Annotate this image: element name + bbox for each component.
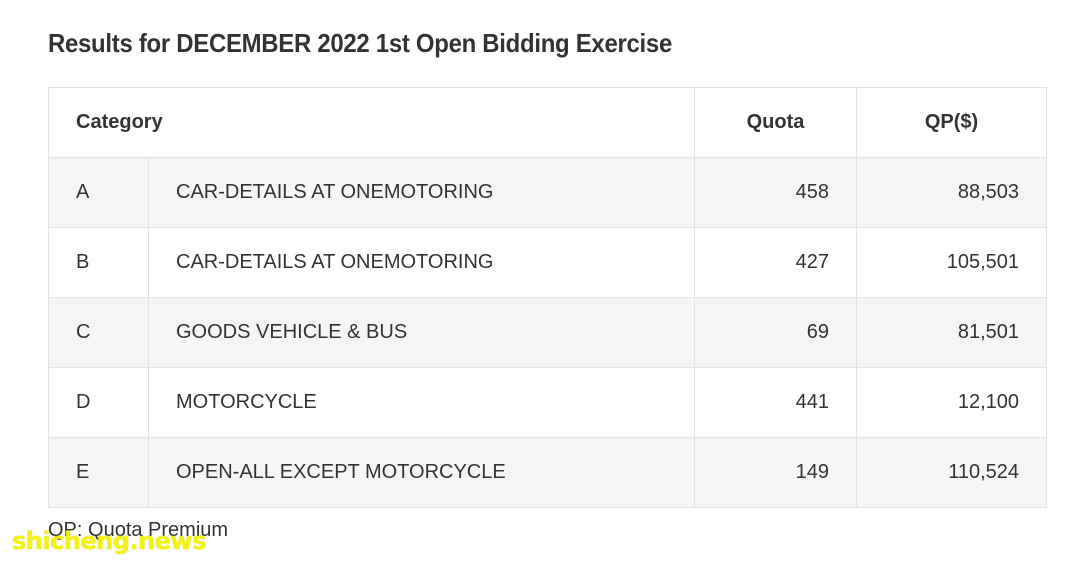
table-row: C GOODS VEHICLE & BUS 69 81,501 <box>48 297 1048 368</box>
quota-value: 458 <box>694 157 858 228</box>
qp-value: 105,501 <box>856 227 1048 298</box>
category-description: OPEN-ALL EXCEPT MOTORCYCLE <box>147 437 696 508</box>
category-code: E <box>48 437 149 508</box>
category-code: C <box>48 297 149 368</box>
category-code: D <box>48 367 149 438</box>
header-category: Category <box>47 87 696 158</box>
table-row: B CAR-DETAILS AT ONEMOTORING 427 105,501 <box>48 227 1048 298</box>
qp-value: 110,524 <box>856 437 1048 508</box>
quota-value: 427 <box>694 227 858 298</box>
footnote: QP: Quota Premium <box>48 519 229 541</box>
category-description: CAR-DETAILS AT ONEMOTORING <box>147 157 696 228</box>
category-description: CAR-DETAILS AT ONEMOTORING <box>147 227 696 298</box>
table-header-row: Category Quota QP($) <box>47 87 1048 158</box>
header-quota: Quota <box>694 87 858 158</box>
watermark: shicheng.news <box>12 527 206 555</box>
quota-value: 69 <box>694 297 858 368</box>
table-row: D MOTORCYCLE 441 12,100 <box>48 367 1048 438</box>
category-description: MOTORCYCLE <box>147 367 696 438</box>
qp-value: 88,503 <box>856 157 1048 228</box>
qp-value: 12,100 <box>856 367 1048 438</box>
quota-value: 441 <box>694 367 858 438</box>
qp-value: 81,501 <box>856 297 1048 368</box>
table-row: E OPEN-ALL EXCEPT MOTORCYCLE 149 110,524 <box>48 437 1048 508</box>
results-table: Category Quota QP($) A CAR-DETAILS AT ON… <box>47 87 1048 508</box>
page-title: Results for DECEMBER 2022 1st Open Biddi… <box>48 28 672 58</box>
header-qp: QP($) <box>856 87 1048 158</box>
category-description: GOODS VEHICLE & BUS <box>147 297 696 368</box>
category-code: B <box>48 227 149 298</box>
category-code: A <box>48 157 149 228</box>
quota-value: 149 <box>694 437 858 508</box>
table-row: A CAR-DETAILS AT ONEMOTORING 458 88,503 <box>48 157 1048 228</box>
